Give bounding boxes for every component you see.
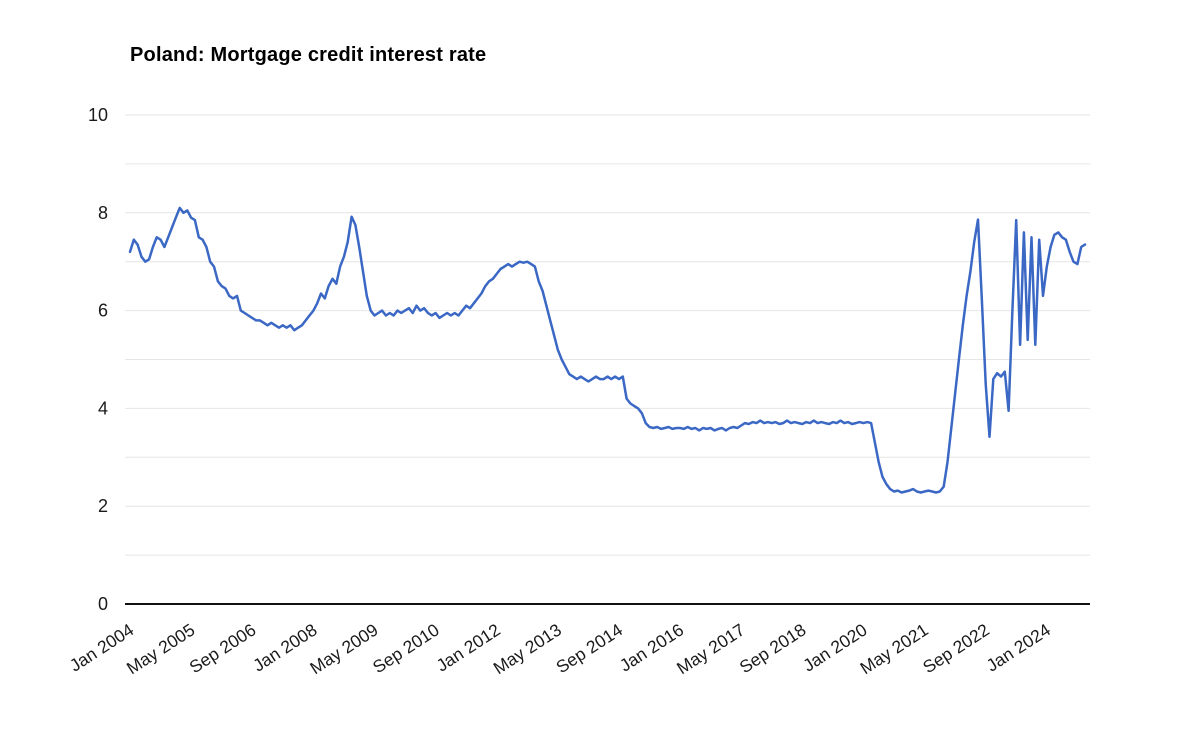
x-axis-tick-label: Sep 2018 — [736, 620, 810, 678]
y-axis-tick-label: 8 — [98, 203, 108, 223]
y-axis-tick-label: 10 — [88, 105, 108, 125]
chart-title: Poland: Mortgage credit interest rate — [130, 44, 487, 66]
x-axis-tick-label: Sep 2022 — [919, 620, 993, 678]
series-line — [128, 206, 1087, 494]
x-axis-tick-label: May 2021 — [856, 620, 931, 679]
x-axis-tick-label: May 2013 — [490, 620, 565, 679]
x-axis-tick-label: Jan 2024 — [983, 619, 1055, 675]
x-axis-tick-label: Sep 2010 — [369, 619, 443, 677]
x-axis-tick-label: Sep 2014 — [552, 619, 626, 677]
x-axis-tick-label: May 2017 — [673, 620, 748, 679]
x-axis-tick-label: May 2005 — [123, 620, 198, 679]
y-axis-tick-label: 6 — [98, 301, 108, 321]
y-axis-tick-label: 4 — [98, 398, 108, 418]
y-axis-tick-label: 0 — [98, 594, 108, 614]
x-axis-tick-label: Sep 2006 — [186, 620, 260, 678]
x-axis-tick-label: May 2009 — [306, 620, 381, 679]
y-axis-tick-label: 2 — [98, 496, 108, 516]
